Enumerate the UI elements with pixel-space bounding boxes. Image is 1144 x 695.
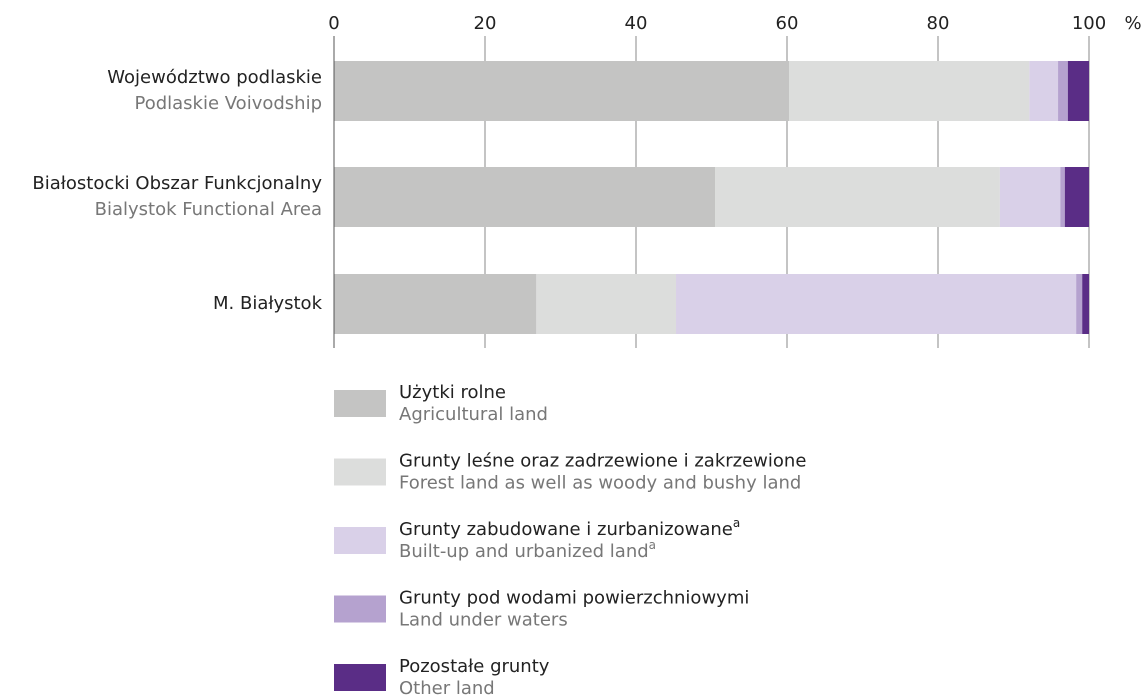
legend-name-en: Other land [399,678,495,695]
x-tick-label: 80 [927,13,950,34]
legend-name: Grunty pod wodami powierzchniowymi [399,588,749,609]
legend-note-en: a [649,538,656,552]
bar-segment [1060,167,1065,227]
category-label-en: Podlaskie Voivodship [134,93,322,114]
legend-swatch [334,527,386,554]
legend-note: a [733,516,740,530]
legend-label-en: Agricultural land [399,404,548,425]
legend-swatch [334,595,386,623]
category-label-en: Bialystok Functional Area [95,199,322,220]
bar-segment [999,167,1061,227]
category-label: Białostocki Obszar Funkcjonalny [32,173,322,194]
bar-segment [1058,61,1068,121]
x-tick-label: 40 [625,13,648,34]
x-tick-label: 100 [1072,13,1106,34]
x-tick-label: 60 [776,13,799,34]
legend-name-en: Land under waters [399,610,568,631]
category-label: M. Białystok [213,293,323,314]
bar-segment [1029,61,1059,121]
legend-label-en: Land under waters [399,610,568,631]
legend-swatch [334,458,386,486]
legend-name: Grunty leśne oraz zadrzewione i zakrzewi… [399,451,806,472]
legend-label: Użytki rolne [399,382,506,403]
bar-segment [334,61,790,121]
legend-name-en: Forest land as well as woody and bushy l… [399,473,801,494]
legend-label-en: Other land [399,678,495,695]
x-unit: % [1124,13,1141,34]
bar-segment [676,274,1077,334]
legend-label-en: Built-up and urbanized landa [399,538,656,563]
legend-name: Pozostałe grunty [399,656,550,677]
legend-swatch [334,664,386,691]
legend-swatch [334,390,386,417]
x-tick-label: 20 [474,13,497,34]
legend-label: Grunty pod wodami powierzchniowymi [399,588,749,609]
bar-segment [536,274,677,334]
category-label: Województwo podlaskie [107,67,322,88]
legend-label-en: Forest land as well as woody and bushy l… [399,473,801,494]
legend-name-en: Agricultural land [399,404,548,425]
legend-label: Grunty zabudowane i zurbanizowanea [399,516,740,541]
legend-name: Użytki rolne [399,382,506,403]
bar-segment [1076,274,1083,334]
bar-segment [334,167,716,227]
bar-segment [789,61,1030,121]
bar-segment [1067,61,1089,121]
legend-name-en: Built-up and urbanized land [399,541,649,562]
legend-label: Grunty leśne oraz zadrzewione i zakrzewi… [399,451,806,472]
bar-segment [1082,274,1089,334]
legend-label: Pozostałe grunty [399,656,550,677]
bar-segment [1064,167,1089,227]
bar-segment [715,167,1000,227]
x-tick-label: 0 [328,13,339,34]
bar-segment [334,274,537,334]
legend-name: Grunty zabudowane i zurbanizowane [399,519,733,540]
